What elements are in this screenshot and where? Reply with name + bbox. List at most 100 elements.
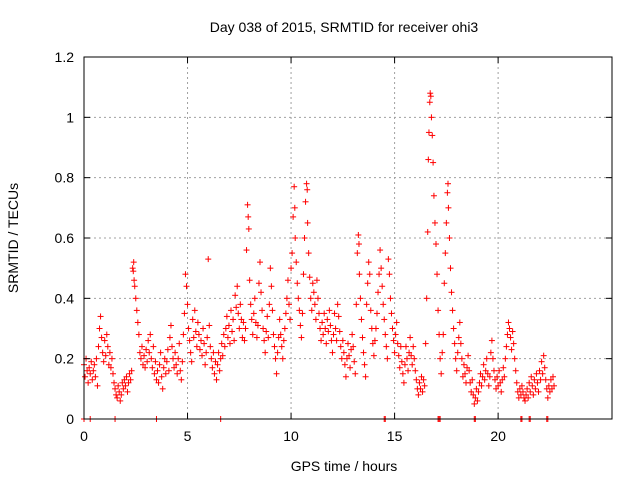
- data-point: [533, 370, 540, 377]
- data-point: [148, 355, 155, 362]
- data-point: [99, 349, 106, 356]
- data-point: [412, 367, 419, 374]
- data-point: [172, 349, 179, 356]
- data-point: [464, 364, 471, 371]
- data-point: [375, 289, 382, 296]
- data-point: [82, 373, 89, 380]
- data-point: [253, 334, 260, 341]
- data-point: [425, 129, 432, 136]
- data-point: [326, 307, 333, 314]
- data-point: [444, 189, 451, 196]
- data-point: [317, 325, 324, 332]
- data-point: [513, 379, 520, 386]
- data-point: [136, 349, 143, 356]
- data-point: [296, 307, 303, 314]
- data-point: [537, 376, 544, 383]
- data-point: [302, 198, 309, 205]
- data-point: [447, 265, 454, 272]
- data-point: [351, 358, 358, 365]
- data-point: [422, 340, 429, 347]
- data-point: [331, 310, 338, 317]
- data-point: [518, 382, 525, 389]
- data-point: [241, 337, 248, 344]
- data-point: [208, 355, 215, 362]
- data-point: [115, 382, 122, 389]
- data-point: [284, 277, 291, 284]
- data-point: [147, 331, 154, 338]
- data-point: [88, 358, 95, 365]
- data-point: [265, 334, 272, 341]
- data-point: [197, 337, 204, 344]
- data-point: [209, 364, 216, 371]
- data-point: [278, 343, 285, 350]
- data-point: [352, 370, 359, 377]
- data-point: [465, 352, 472, 359]
- data-point: [200, 325, 207, 332]
- data-point: [339, 337, 346, 344]
- data-point: [301, 235, 308, 241]
- data-point: [398, 358, 405, 365]
- data-point: [493, 385, 500, 392]
- data-point: [503, 343, 510, 350]
- data-point: [501, 373, 508, 380]
- data-point: [441, 280, 448, 287]
- data-point: [87, 370, 94, 377]
- data-point: [230, 316, 237, 323]
- data-point: [466, 367, 473, 374]
- data-point: [127, 376, 134, 383]
- data-point: [137, 355, 144, 362]
- data-point: [452, 355, 459, 362]
- data-point: [277, 331, 284, 338]
- data-point: [358, 316, 365, 323]
- data-point: [435, 307, 442, 314]
- y-axis-title: SRMTID / TECUs: [5, 183, 21, 293]
- data-point: [474, 397, 481, 404]
- data-point: [149, 364, 156, 371]
- data-point: [190, 334, 197, 341]
- data-point: [185, 325, 192, 332]
- data-point: [527, 388, 534, 395]
- data-point: [376, 271, 383, 278]
- data-point: [502, 355, 509, 362]
- data-point: [539, 370, 546, 377]
- data-point: [425, 156, 432, 163]
- data-point: [357, 295, 364, 302]
- data-point: [157, 349, 164, 356]
- data-point: [267, 265, 274, 272]
- data-point: [330, 331, 337, 338]
- data-point: [218, 340, 225, 347]
- data-point: [471, 400, 478, 407]
- data-point: [485, 382, 492, 389]
- data-point: [86, 364, 93, 371]
- data-point: [346, 352, 353, 359]
- data-point: [489, 355, 496, 362]
- data-point: [454, 349, 461, 356]
- data-point: [366, 271, 373, 278]
- data-point: [260, 325, 267, 332]
- data-point: [512, 367, 519, 374]
- data-point: [360, 349, 367, 356]
- data-point: [229, 328, 236, 335]
- data-point: [130, 259, 137, 266]
- data-point: [245, 213, 252, 220]
- data-point: [244, 201, 251, 208]
- data-point: [509, 328, 516, 335]
- data-point: [497, 379, 504, 386]
- data-point: [308, 307, 315, 314]
- data-point: [184, 301, 191, 308]
- data-point: [391, 349, 398, 356]
- axis-ticks: 0 0.2 0.4 0.6 0.8 1 1.2 0 5 10 15 20: [55, 49, 612, 444]
- data-point: [335, 313, 342, 320]
- data-point: [291, 204, 298, 211]
- data-point: [264, 313, 271, 320]
- data-point: [285, 301, 292, 308]
- data-point: [231, 337, 238, 344]
- data-point: [353, 301, 360, 308]
- data-point: [395, 352, 402, 359]
- data-point: [275, 334, 282, 341]
- data-point: [500, 364, 507, 371]
- data-point: [266, 301, 273, 308]
- data-point: [180, 331, 187, 338]
- data-point: [404, 355, 411, 362]
- data-point: [429, 132, 436, 139]
